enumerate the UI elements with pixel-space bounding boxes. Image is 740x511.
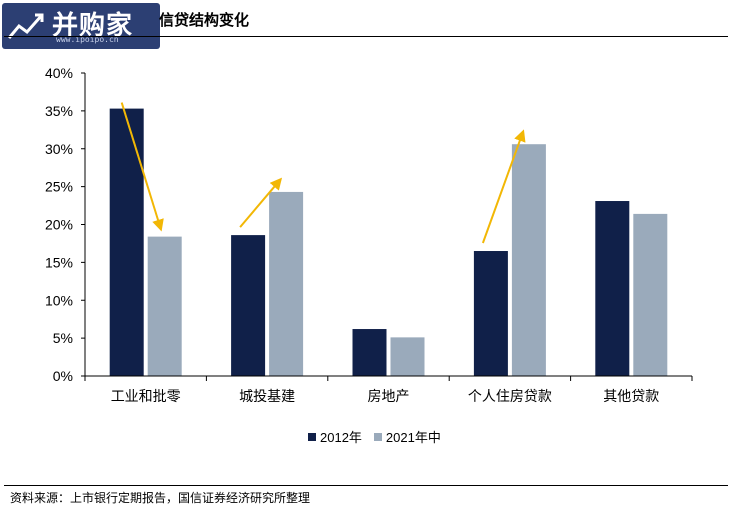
x-category-label: 房地产 bbox=[368, 389, 410, 405]
source-note: 资料来源：上市银行定期报告，国信证券经济研究所整理 bbox=[10, 491, 311, 505]
y-tick-label: 15% bbox=[45, 254, 73, 270]
bar-series-2 bbox=[390, 337, 425, 376]
y-tick-label: 30% bbox=[45, 141, 73, 157]
x-category-label: 个人住房贷款 bbox=[468, 389, 552, 405]
y-tick-label: 10% bbox=[45, 292, 73, 308]
logo-url: www.ipoipo.cn bbox=[56, 35, 119, 44]
legend-swatch bbox=[308, 432, 316, 441]
legend-item: 2021年中 bbox=[373, 427, 441, 446]
page-title: 信贷结构变化 bbox=[159, 11, 250, 29]
bar-chart: 0% 5% 10% 15% 20% 25% 30% 35% 40% 工业和批零 城投基建 房地产 个人… bbox=[45, 65, 693, 405]
legend-swatch bbox=[373, 432, 382, 441]
header-divider bbox=[4, 36, 728, 37]
bar-series-2 bbox=[269, 191, 304, 376]
trend-arrow bbox=[481, 129, 526, 244]
chart-legend: 2012年 2021年中 bbox=[308, 427, 453, 446]
bar-series-1 bbox=[109, 108, 144, 376]
bar-series-2 bbox=[511, 144, 546, 376]
footer-divider bbox=[4, 485, 728, 486]
bar-series-2 bbox=[147, 236, 182, 376]
chart-logo-icon bbox=[7, 13, 44, 39]
trend-arrow bbox=[239, 177, 283, 228]
bar-series-1 bbox=[352, 329, 387, 376]
bar-series-1 bbox=[473, 251, 508, 376]
y-tick-label: 40% bbox=[45, 65, 73, 81]
legend-label: 2012年 bbox=[320, 430, 362, 445]
y-tick-label: 0% bbox=[53, 368, 73, 384]
legend-item: 2012年 bbox=[308, 427, 362, 446]
logo: 并购家 www.ipoipo.cn bbox=[2, 3, 160, 49]
trend-arrow bbox=[120, 102, 164, 232]
x-category-label: 工业和批零 bbox=[111, 389, 181, 405]
x-category-label: 其他贷款 bbox=[603, 389, 659, 405]
y-tick-label: 25% bbox=[45, 179, 73, 195]
bar-series-1 bbox=[595, 201, 630, 376]
y-tick-label: 35% bbox=[45, 103, 73, 119]
y-tick-label: 20% bbox=[45, 217, 73, 233]
bar-series-2 bbox=[633, 213, 668, 376]
legend-label: 2021年中 bbox=[385, 430, 441, 445]
y-tick-label: 5% bbox=[53, 330, 73, 346]
x-category-label: 城投基建 bbox=[239, 388, 295, 405]
bar-series-1 bbox=[231, 235, 266, 376]
